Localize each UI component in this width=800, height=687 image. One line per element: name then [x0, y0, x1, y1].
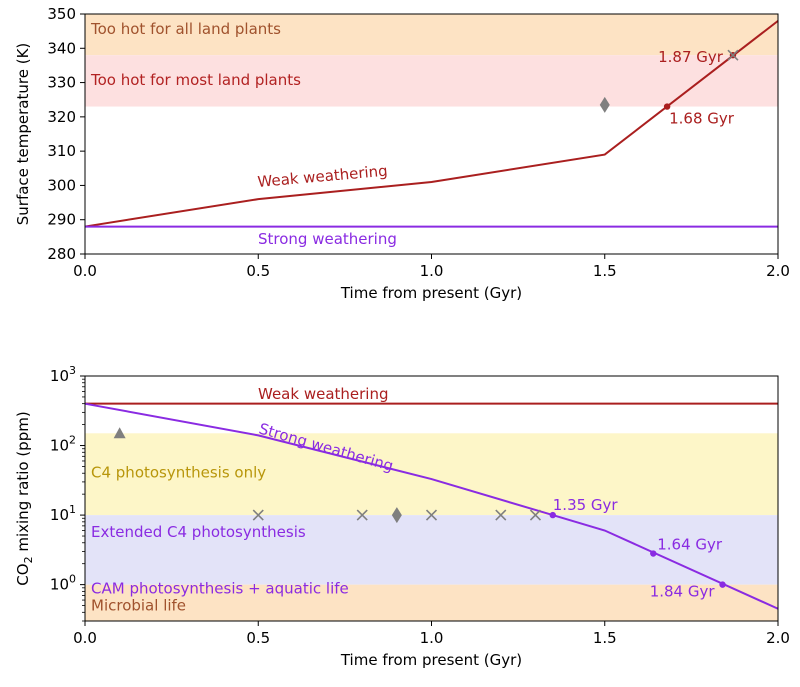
x-tick-label: 1.0	[420, 629, 444, 647]
marker-dot	[650, 550, 657, 557]
y-tick-label: 330	[47, 74, 76, 92]
y-tick-label: 350	[47, 5, 76, 23]
series-label: Strong weathering	[258, 230, 397, 248]
x-tick-label: 0.0	[73, 629, 97, 647]
x-tick-label: 0.5	[246, 262, 270, 280]
y-tick-label: 300	[47, 176, 76, 194]
band-label: Too hot for all land plants	[90, 20, 281, 38]
series-line	[84, 20, 779, 228]
y-tick-label: 290	[47, 211, 76, 229]
marker-x	[529, 509, 542, 521]
y-tick-label: 101	[50, 503, 76, 524]
marker-label: 1.68 Gyr	[669, 110, 735, 128]
marker-label: 1.84 Gyr	[650, 583, 716, 601]
band-region	[85, 14, 778, 56]
y-axis-label: Surface temperature (K)	[14, 43, 32, 226]
y-tick-label: 320	[47, 108, 76, 126]
band-label: Too hot for most land plants	[90, 71, 301, 89]
y-tick-label: 100	[50, 573, 76, 594]
y-tick-label: 102	[50, 434, 76, 455]
marker-label: 1.35 Gyr	[553, 496, 619, 514]
marker-dot	[663, 103, 671, 110]
band-label: Microbial life	[91, 597, 186, 615]
x-tick-label: 0.0	[73, 262, 97, 280]
x-tick-label: 2.0	[766, 629, 790, 647]
marker-label: 1.64 Gyr	[657, 536, 723, 554]
marker-x	[356, 509, 368, 521]
marker-x	[727, 49, 739, 61]
series-line	[84, 402, 779, 610]
marker-dot	[549, 511, 556, 519]
y-tick-label: 103	[50, 364, 76, 385]
x-tick-label: 1.0	[420, 262, 444, 280]
chart-panel-1: Too hot for all land plants Too hot for m…	[14, 5, 790, 302]
band-label: Extended C4 photosynthesis	[91, 523, 306, 541]
band-region	[85, 55, 778, 107]
x-axis-label: Time from present (Gyr)	[340, 284, 522, 302]
y-axis-label: CO2 mixing ratio (ppm)	[14, 411, 35, 585]
band-label: CAM photosynthesis + aquatic life	[91, 580, 349, 598]
marker-diamond	[599, 96, 610, 113]
series-label: Weak weathering	[257, 162, 389, 191]
series-label: Weak weathering	[258, 385, 389, 403]
marker-x	[252, 509, 264, 521]
chart-panel-2: C4 photosynthesis only Extended C4 photos…	[14, 364, 790, 669]
x-axis-label: Time from present (Gyr)	[340, 651, 522, 669]
x-tick-label: 1.5	[593, 262, 617, 280]
y-tick-label: 340	[47, 39, 76, 57]
marker-triangle	[113, 427, 126, 439]
band-region	[85, 515, 778, 550]
band-region	[85, 433, 778, 516]
marker-diamond	[391, 507, 402, 524]
band-region	[85, 584, 778, 621]
marker-x	[495, 509, 507, 521]
band-region	[85, 549, 778, 585]
marker-label: 1.87 Gyr	[658, 48, 724, 66]
x-tick-label: 1.5	[593, 629, 617, 647]
y-tick-label: 310	[47, 142, 76, 160]
x-tick-label: 0.5	[246, 629, 270, 647]
x-tick-label: 2.0	[766, 262, 790, 280]
band-label: C4 photosynthesis only	[91, 463, 266, 481]
marker-x	[425, 509, 438, 521]
marker-dot	[719, 581, 726, 588]
y-tick-label: 280	[47, 245, 76, 263]
